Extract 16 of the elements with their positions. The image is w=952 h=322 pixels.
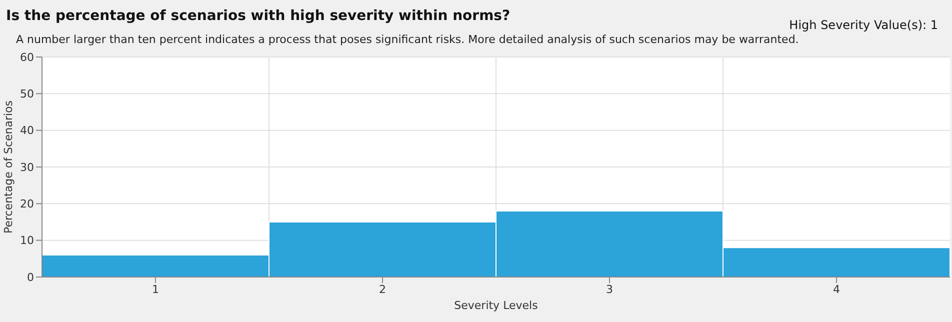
y-tick-label: 30	[20, 160, 34, 174]
text: High Severity Value(s): 1	[789, 18, 938, 32]
x-axis-title: Severity Levels	[454, 298, 538, 312]
y-axis-title: Percentage of Scenarios	[2, 100, 15, 234]
x-tick-label: 2	[379, 282, 386, 296]
y-tick-label: 60	[20, 50, 34, 64]
x-tick-label: 4	[833, 282, 840, 296]
chart-title: Is the percentage of scenarios with high severity within norms?	[6, 8, 510, 24]
y-tick-label: 40	[20, 124, 34, 138]
y-tick-label: 50	[20, 88, 34, 101]
y-tick-label: 0	[27, 270, 34, 284]
y-tick-label: 10	[20, 234, 34, 248]
chart-subtitle: A number larger than ten percent indicates a process that poses significant risks. More detailed analysis of such scenarios may be warranted.	[16, 33, 799, 46]
x-tick-label: 1	[152, 282, 159, 296]
x-tick-label: 3	[606, 282, 613, 296]
y-tick-label: 20	[20, 198, 34, 211]
